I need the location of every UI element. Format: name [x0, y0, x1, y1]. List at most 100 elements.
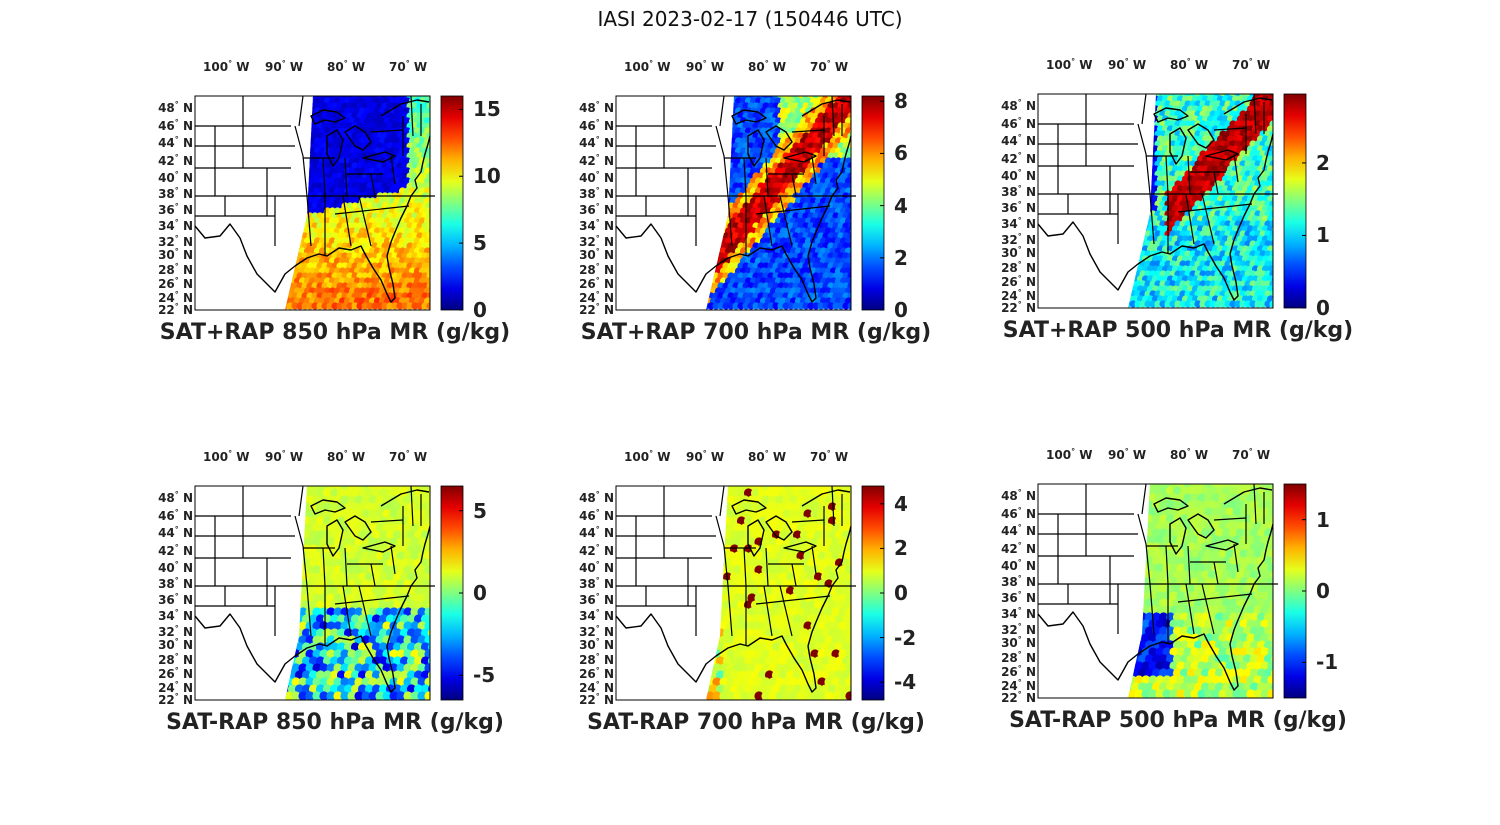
- latitude-hemisphere: N: [182, 119, 193, 133]
- longitude-degree: 80: [327, 60, 344, 74]
- map-area: [194, 485, 435, 701]
- longitude-label: 70° W: [389, 59, 428, 74]
- colorbar-tick-label: 15: [473, 97, 501, 122]
- colorbar: [440, 95, 464, 311]
- panel-caption: SAT+RAP 700 hPa MR (g/kg): [580, 320, 932, 345]
- map-area: [615, 95, 856, 311]
- latitude-degree: 42: [158, 154, 175, 168]
- latitude-hemisphere: N: [182, 219, 193, 233]
- map-figure: [194, 95, 464, 311]
- latitude-degree: 28: [158, 263, 175, 277]
- longitude-label: 100° W: [203, 59, 250, 74]
- colorbar: [861, 95, 885, 311]
- latitude-label: 40° N: [135, 170, 193, 186]
- longitude-degree: 100: [203, 60, 229, 74]
- colorbar: [1283, 93, 1307, 309]
- latitude-hemisphere: N: [182, 101, 193, 115]
- colorbar-tick-label: 4: [894, 193, 908, 218]
- longitude-hemisphere: W: [413, 60, 428, 74]
- degree-sign: °: [281, 59, 286, 68]
- longitude-hemisphere: W: [351, 60, 366, 74]
- latitude-degree: 44: [158, 136, 175, 150]
- degree-sign: °: [174, 302, 179, 311]
- latitude-label: 24° N: [135, 290, 193, 306]
- latitude-degree: 24: [158, 291, 175, 305]
- latitude-label: 30° N: [135, 247, 193, 263]
- degree-sign: °: [405, 59, 410, 68]
- map-panel: 100° W 90° W 80° W 70° W 48° N 46° N 44° N 42° …: [978, 57, 1378, 358]
- degree-sign: °: [174, 202, 179, 211]
- latitude-label: 42° N: [135, 153, 193, 169]
- longitude-degree: 90: [265, 60, 282, 74]
- latitude-label: 32° N: [135, 234, 193, 250]
- longitude-label: 90° W: [265, 59, 304, 74]
- latitude-hemisphere: N: [182, 203, 193, 217]
- latitude-degree: 38: [158, 187, 175, 201]
- latitude-hemisphere: N: [182, 154, 193, 168]
- latitude-hemisphere: N: [182, 291, 193, 305]
- degree-sign: °: [174, 290, 179, 299]
- latitude-label: 28° N: [135, 262, 193, 278]
- latitude-hemisphere: N: [182, 171, 193, 185]
- degree-sign: °: [174, 170, 179, 179]
- colorbar-tick-label: 0: [1316, 296, 1330, 320]
- colorbar-tick-label: 2: [894, 245, 908, 270]
- latitude-hemisphere: N: [182, 263, 193, 277]
- map-area: [194, 95, 435, 311]
- colorbar-tick-label: 1: [1316, 223, 1330, 248]
- latitude-label: 36° N: [135, 202, 193, 218]
- latitude-hemisphere: N: [182, 248, 193, 262]
- degree-sign: °: [174, 234, 179, 243]
- latitude-degree: 34: [158, 219, 175, 233]
- map-panel: 100° W 90° W 80° W 70° W 48° N 46° N 44° N 42° …: [556, 59, 956, 360]
- panel-caption: SAT+RAP 500 hPa MR (g/kg): [1002, 318, 1354, 343]
- colorbar-tick-label: 0: [894, 298, 908, 322]
- latitude-label: 38° N: [135, 186, 193, 202]
- map-area: [1037, 93, 1278, 309]
- latitude-degree: 36: [158, 203, 175, 217]
- degree-sign: °: [174, 135, 179, 144]
- degree-sign: °: [174, 118, 179, 127]
- longitude-hemisphere: W: [289, 60, 304, 74]
- map-panel: 100° W 90° W 80° W 70° W 48° N 46° N 44° N 42° …: [135, 449, 535, 750]
- map-panel: 100° W 90° W 80° W 70° W 48° N 46° N 44° N 42° …: [135, 59, 535, 360]
- longitude-label: 80° W: [327, 59, 366, 74]
- figure-title: IASI 2023-02-17 (150446 UTC): [597, 7, 903, 31]
- latitude-label: 26° N: [135, 276, 193, 292]
- degree-sign: °: [174, 247, 179, 256]
- latitude-degree: 40: [158, 171, 175, 185]
- latitude-label: 34° N: [135, 218, 193, 234]
- latitude-label: 48° N: [135, 100, 193, 116]
- latitude-hemisphere: N: [182, 277, 193, 291]
- degree-sign: °: [228, 59, 233, 68]
- degree-sign: °: [174, 218, 179, 227]
- latitude-degree: 30: [158, 248, 175, 262]
- latitude-label: 46° N: [135, 118, 193, 134]
- colorbar-tick-label: 2: [1316, 150, 1330, 175]
- longitude-hemisphere: W: [236, 60, 250, 74]
- latitude-hemisphere: N: [182, 235, 193, 249]
- degree-sign: °: [174, 100, 179, 109]
- latitude-label: 22° N: [135, 302, 193, 318]
- latitude-degree: 26: [158, 277, 175, 291]
- colorbar-tick-label: 0: [473, 298, 487, 322]
- colorbar-tick-label: 6: [894, 141, 908, 166]
- colorbar-tick-label: 5: [473, 231, 487, 256]
- degree-sign: °: [174, 276, 179, 285]
- panel-caption: SAT+RAP 850 hPa MR (g/kg): [159, 320, 511, 345]
- colorbar-tick-label: 10: [473, 164, 501, 189]
- degree-sign: °: [174, 262, 179, 271]
- latitude-degree: 32: [158, 235, 175, 249]
- latitude-degree: 48: [158, 101, 175, 115]
- latitude-degree: 46: [158, 119, 175, 133]
- latitude-label: 44° N: [135, 135, 193, 151]
- degree-sign: °: [174, 186, 179, 195]
- longitude-degree: 70: [389, 60, 406, 74]
- degree-sign: °: [343, 59, 348, 68]
- colorbar-tick-label: 8: [894, 89, 908, 114]
- latitude-degree: 22: [158, 303, 175, 317]
- satellite-swath: [285, 96, 430, 310]
- latitude-hemisphere: N: [182, 303, 193, 317]
- latitude-hemisphere: N: [182, 187, 193, 201]
- degree-sign: °: [174, 153, 179, 162]
